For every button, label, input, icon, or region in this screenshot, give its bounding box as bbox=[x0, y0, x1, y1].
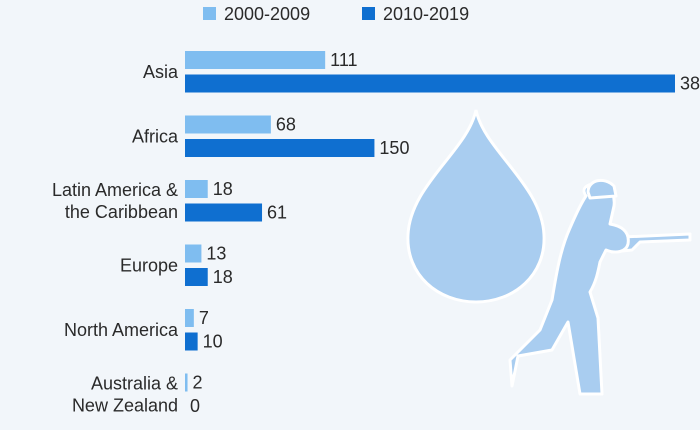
category-label: New Zealand bbox=[72, 395, 178, 415]
bar-value-label: 13 bbox=[206, 244, 226, 264]
bar bbox=[185, 51, 326, 69]
legend-label: 2010-2019 bbox=[383, 4, 469, 24]
bar-value-label: 18 bbox=[213, 179, 233, 199]
legend: 2000-2009 2010-2019 bbox=[203, 4, 469, 24]
bars: 111 388 68 150 18 61 13 18 7 10 2 0 bbox=[185, 50, 700, 416]
category-label: Latin America & bbox=[52, 180, 178, 200]
bar-value-label: 18 bbox=[213, 267, 233, 287]
bar bbox=[185, 244, 202, 263]
bar bbox=[185, 203, 263, 222]
bar-value-label: 0 bbox=[190, 396, 200, 416]
bar bbox=[185, 309, 194, 327]
bar-value-label: 150 bbox=[379, 138, 409, 158]
bar bbox=[185, 74, 675, 93]
category-label: Australia & bbox=[91, 373, 178, 393]
bar-value-label: 10 bbox=[203, 332, 223, 352]
category-label: Asia bbox=[143, 62, 179, 82]
bar-value-label: 2 bbox=[193, 373, 203, 393]
water-drop-icon bbox=[406, 109, 546, 304]
bar bbox=[185, 332, 198, 351]
category-label: North America bbox=[64, 320, 179, 340]
category-label: Europe bbox=[120, 255, 178, 275]
bar-value-label: 111 bbox=[330, 50, 357, 70]
soldier-icon bbox=[508, 178, 692, 396]
bar-value-label: 61 bbox=[267, 203, 287, 223]
bar-value-label: 388 bbox=[680, 74, 700, 94]
bar bbox=[185, 139, 375, 157]
bar bbox=[185, 180, 208, 198]
bar-value-label: 7 bbox=[199, 308, 209, 328]
category-label: Africa bbox=[132, 126, 179, 146]
bar bbox=[185, 373, 188, 392]
bar-value-label: 68 bbox=[276, 115, 296, 135]
category-labels: Asia Africa Latin America &the Caribbean Eu… bbox=[52, 62, 179, 416]
category-label: the Caribbean bbox=[65, 202, 178, 222]
legend-swatch-2000-2009 bbox=[203, 7, 216, 20]
legend-label: 2000-2009 bbox=[224, 4, 310, 24]
bar bbox=[185, 268, 208, 286]
bar bbox=[185, 115, 271, 134]
legend-swatch-2010-2019 bbox=[362, 7, 375, 20]
